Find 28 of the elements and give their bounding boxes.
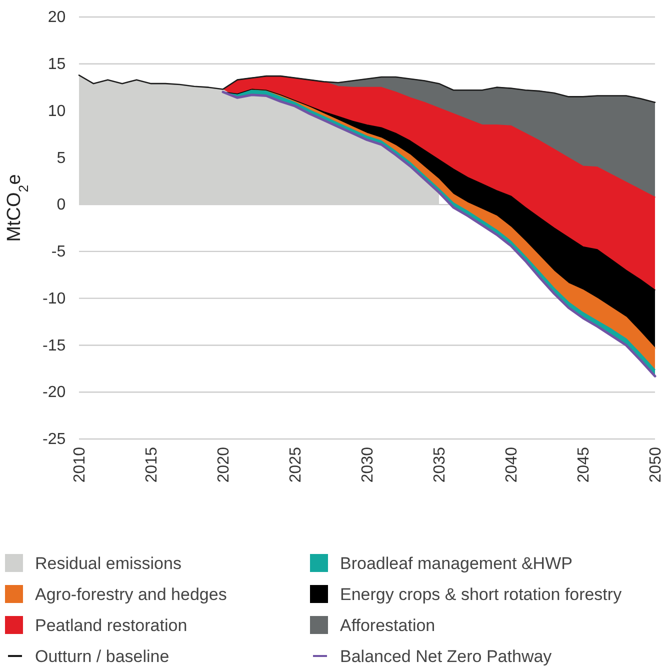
x-tick-label: 2050 <box>648 446 665 483</box>
legend-label: Afforestation <box>340 616 436 635</box>
legend-label: Balanced Net Zero Pathway <box>340 646 552 666</box>
y-tick-label: -10 <box>42 290 66 308</box>
x-tick-label: 2035 <box>432 446 449 483</box>
y-tick-label: 20 <box>48 9 66 26</box>
x-tick-label: 2020 <box>216 446 233 483</box>
x-tick-label: 2030 <box>360 446 377 483</box>
line-series <box>78 74 656 103</box>
legend-label: Peatland restoration <box>35 616 188 635</box>
y-tick-label: -25 <box>42 431 66 448</box>
y-tick-label: -5 <box>51 244 66 261</box>
x-tick-label: 2025 <box>288 446 305 483</box>
y-tick-label: -20 <box>42 384 66 402</box>
legend-label: Outturn / baseline <box>35 646 170 666</box>
x-tick-label: 2015 <box>144 446 161 483</box>
y-tick-label: 5 <box>56 150 66 167</box>
y-tick-label: 0 <box>56 196 66 214</box>
legend-label: Agro-forestry and hedges <box>35 584 227 604</box>
x-tick-label: 2040 <box>504 446 521 483</box>
y-tick-label: 10 <box>48 102 66 120</box>
y-tick-label: -15 <box>42 337 66 354</box>
legend-label: Broadleaf management &HWP <box>340 554 572 573</box>
y-tick-label: 15 <box>48 56 66 74</box>
legend-label: Residual emissions <box>35 554 182 573</box>
x-tick-label: 2010 <box>72 446 89 483</box>
x-tick-label: 2045 <box>576 446 593 483</box>
legend-label: Energy crops & short rotation forestry <box>340 584 622 604</box>
